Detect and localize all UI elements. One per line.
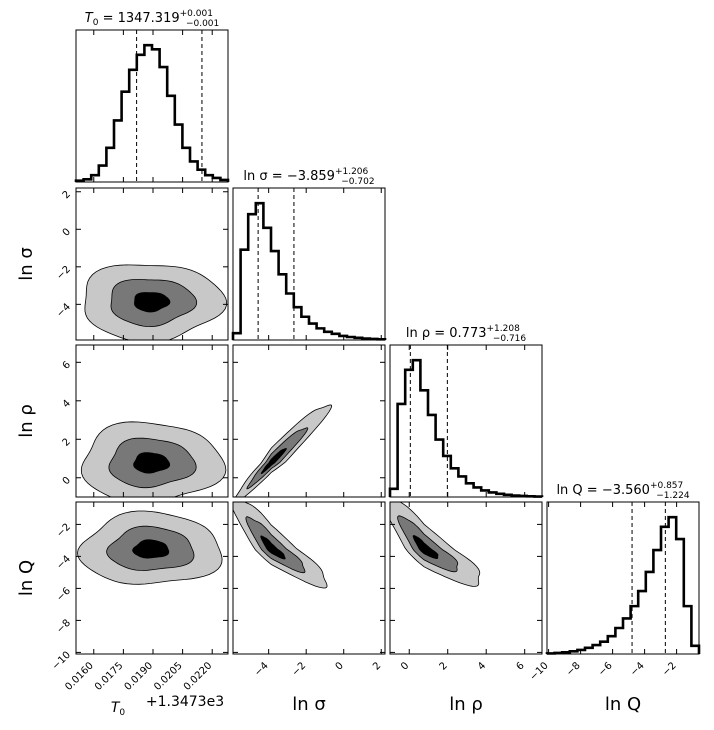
x-tick-label: 2 <box>438 660 450 672</box>
x-tick-label: −8 <box>565 660 583 678</box>
x-tick-label: 6 <box>515 660 527 672</box>
y-tick-label: 2 <box>61 189 73 201</box>
y-axis-label-ln_sigma: ln σ <box>16 247 37 281</box>
diag-panel-ln_sigma: ln σ = −3.859+1.206 −0.702 <box>231 167 387 341</box>
panel-frame <box>232 501 386 655</box>
y-tick-label: −10 <box>50 650 73 673</box>
x-tick-label: 0.0160 <box>63 660 96 693</box>
x-axis-label-T0: T0 <box>111 700 126 718</box>
contour-level-3 <box>412 535 439 559</box>
panel-bg <box>390 345 542 497</box>
diag-panel-T_0: T0 = 1347.319+0.001 −0.001 <box>74 9 230 183</box>
corner-panels: T0 = 1347.319+0.001 −0.001 ln σ = −3.859+1… <box>16 9 701 718</box>
x-axis-label-ln-Q: ln Q <box>605 694 641 715</box>
y-axis-label-ln_rho: ln ρ <box>16 404 37 438</box>
contour-level-2 <box>245 516 306 574</box>
panel-frame <box>75 29 229 183</box>
panel-frame <box>389 501 543 655</box>
panel-frame <box>389 344 543 498</box>
contours <box>84 264 228 340</box>
x-tick-label: 0 <box>334 660 346 672</box>
x-tick-label: −4 <box>253 660 271 678</box>
panel-frame <box>75 187 229 341</box>
panel-frame <box>232 187 386 341</box>
y-tick-label: −2 <box>55 264 73 282</box>
x-tick-label: 0.0205 <box>152 660 185 693</box>
contours <box>235 404 333 497</box>
diag-panel-ln_Q: ln Q = −3.560+0.857 −1.224 <box>545 481 701 655</box>
y-tick-label: −2 <box>55 522 73 540</box>
y-tick-label: −8 <box>55 618 73 636</box>
x-tick-label: 2 <box>371 660 383 672</box>
contour-panel-ln_rho-vs-T_0 <box>75 344 229 498</box>
x-tick-label: 4 <box>476 660 488 672</box>
x-axis-label-ln-sigma: ln σ <box>292 694 326 715</box>
y-axis-label-ln_Q: ln Q <box>16 560 37 596</box>
title-ln_Q: ln Q = −3.560+0.857 −1.224 <box>556 481 689 501</box>
x-axis-label-ln-rho: ln ρ <box>449 694 483 715</box>
y-tick-label: 6 <box>61 359 73 371</box>
panel-bg <box>76 30 228 182</box>
panel-frame <box>75 344 229 498</box>
y-tick-label: 4 <box>61 398 73 410</box>
contour-level-3 <box>134 292 171 313</box>
diag-panel-ln_rho: ln ρ = 0.773+1.208 −0.716 <box>388 324 544 498</box>
y-tick-label: 0 <box>61 475 73 487</box>
contour-panel-ln_sigma-vs-T_0 <box>75 187 229 341</box>
x-offset-label: +1.3473e3 <box>146 694 224 710</box>
y-tick-label: 2 <box>61 436 73 448</box>
contour-level-3 <box>132 539 170 559</box>
y-tick-label: −6 <box>55 586 73 604</box>
contours <box>80 421 227 497</box>
x-tick-label: 0.0220 <box>182 660 215 693</box>
histogram-ln_sigma <box>231 201 387 341</box>
x-tick-label: 0.0175 <box>93 660 126 693</box>
panel-frame <box>546 501 700 655</box>
x-tick-label: −6 <box>597 660 615 678</box>
contour-panel-ln_Q-vs-T_0 <box>75 501 229 655</box>
title-ln_rho: ln ρ = 0.773+1.208 −0.716 <box>406 324 527 344</box>
contour-panel-ln_Q-vs-ln_rho <box>389 501 543 655</box>
y-tick-label: −4 <box>55 554 73 572</box>
contour-level-3 <box>260 447 287 474</box>
contour-panel-ln_Q-vs-ln_sigma <box>232 501 386 655</box>
panel-frame <box>232 344 386 498</box>
contour-panel-ln_rho-vs-ln_sigma <box>232 344 386 498</box>
histogram-T_0 <box>74 43 230 182</box>
title-ln_sigma: ln σ = −3.859+1.206 −0.702 <box>243 167 374 187</box>
title-T_0: T0 = 1347.319+0.001 −0.001 <box>85 9 220 29</box>
contours <box>390 502 481 587</box>
x-tick-label: 0 <box>399 660 411 672</box>
panel-frame <box>75 501 229 655</box>
y-tick-label: 0 <box>61 226 73 238</box>
x-tick-label: −10 <box>528 660 551 683</box>
contour-level-3 <box>260 535 286 560</box>
histogram-ln_rho <box>388 358 544 498</box>
x-tick-label: −2 <box>290 660 308 678</box>
contours <box>77 510 223 585</box>
contours <box>233 502 328 589</box>
x-tick-label: −2 <box>661 660 679 678</box>
y-tick-label: −4 <box>55 302 73 320</box>
x-tick-label: −4 <box>629 660 647 678</box>
contour-level-3 <box>133 452 171 474</box>
histogram-ln_Q <box>545 515 701 655</box>
contour-level-2 <box>397 515 459 573</box>
x-tick-label: 0.0190 <box>123 660 156 693</box>
